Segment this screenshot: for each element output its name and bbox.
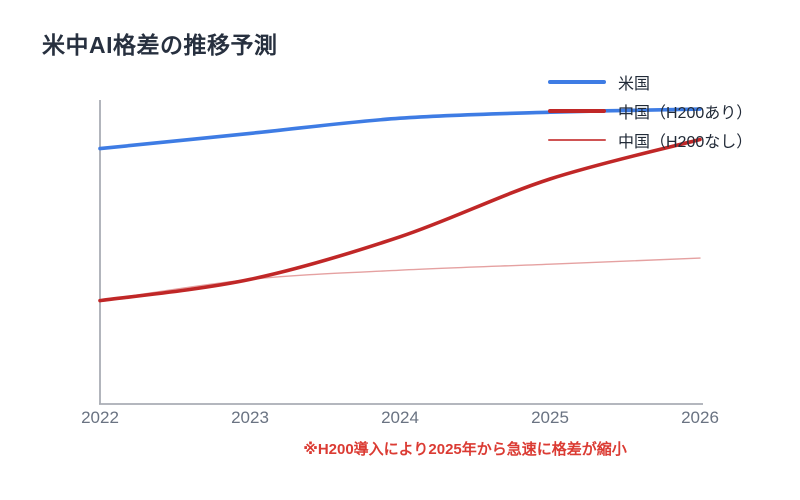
legend-item-2: 中国（H200なし）: [548, 125, 752, 154]
x-tick-label: 2024: [381, 408, 419, 427]
legend-label: 中国（H200あり）: [618, 104, 753, 122]
legend-swatch-icon: [548, 79, 606, 84]
legend-item-1: 中国（H200あり）: [548, 96, 752, 125]
legend-swatch-icon: [548, 138, 606, 141]
legend-swatch-icon: [548, 108, 606, 113]
series-line-1: [98, 137, 702, 303]
x-tick-label: 2022: [81, 408, 119, 427]
legend-label: 米国: [618, 75, 651, 93]
x-tick-label: 2025: [531, 408, 569, 427]
chart-title: 米中AI格差の推移予測: [42, 32, 278, 58]
legend-label: 中国（H200なし）: [618, 133, 753, 151]
footnote-annotation: ※H200導入により2025年から急速に格差が縮小: [303, 441, 627, 458]
legend: 米国中国（H200あり） 中国（H200なし）: [548, 67, 752, 154]
series-line-2: [99, 257, 701, 302]
x-tick-label: 2023: [231, 408, 269, 427]
x-tick-label: 2026: [681, 408, 719, 427]
legend-item-0: 米国: [548, 67, 752, 96]
